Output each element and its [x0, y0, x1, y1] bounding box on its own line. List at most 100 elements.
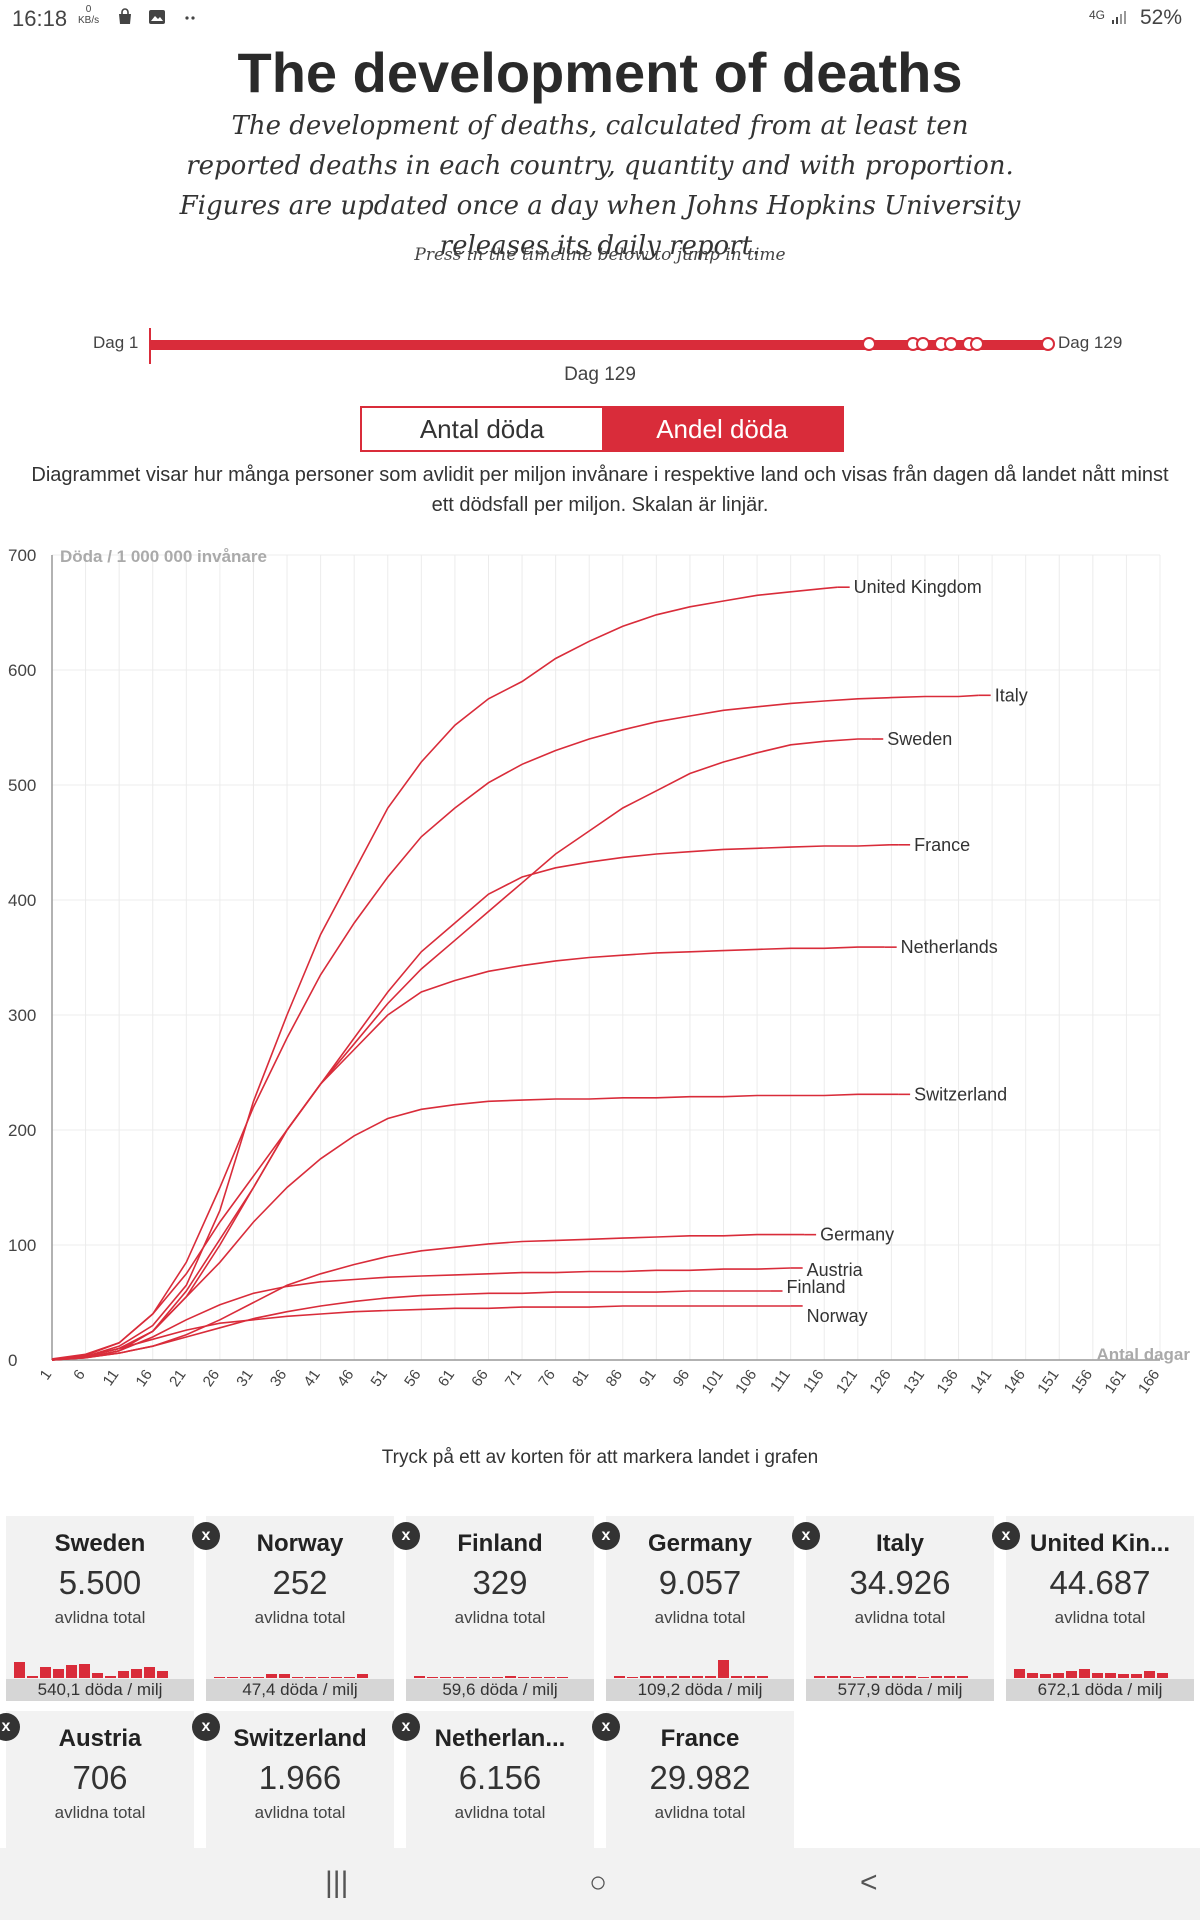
series-line[interactable] — [51, 738, 872, 1361]
card-daily-bar — [544, 1677, 555, 1678]
x-tick-label: 56 — [401, 1367, 424, 1390]
timeline-marker[interactable] — [862, 337, 876, 351]
card-per-million: 672,1 döda / milj — [1006, 1679, 1194, 1701]
card-per-million: 577,9 döda / milj — [806, 1679, 994, 1701]
card-country-name: France — [660, 1725, 740, 1752]
y-axis-label: Döda / 1 000 000 invånare — [60, 547, 267, 566]
remove-card-icon[interactable]: x — [592, 1522, 620, 1550]
x-tick-label: 101 — [699, 1367, 727, 1397]
x-tick-label: 161 — [1101, 1367, 1129, 1397]
toggle-andel-doda[interactable]: Andel döda — [602, 408, 842, 450]
timeline-end-label: Dag 129 — [1058, 333, 1123, 352]
card-country-name: Switzerland — [233, 1725, 367, 1752]
card-daily-bar — [131, 1669, 142, 1678]
card-daily-bar — [531, 1677, 542, 1678]
card-daily-bar — [757, 1676, 768, 1678]
card-daily-bar — [144, 1667, 155, 1678]
network-speed: 0 KB/s — [78, 4, 99, 26]
card-daily-bar — [718, 1660, 729, 1678]
y-tick-label: 500 — [8, 776, 36, 795]
series-line[interactable] — [51, 1290, 771, 1361]
timeline-marker[interactable] — [970, 337, 984, 351]
series-line[interactable] — [51, 1305, 791, 1361]
remove-card-icon[interactable]: x — [192, 1713, 220, 1741]
card-daily-bar — [1079, 1669, 1090, 1678]
card-daily-bar — [814, 1676, 825, 1678]
card-per-million: 109,2 döda / milj — [606, 1679, 794, 1701]
deaths-line-chart: 1 6 11 16 21 26 31 36 41 46 51 56 61 66 71 76 81 86 91 96 10… — [8, 546, 1190, 1397]
x-tick-label: 136 — [934, 1367, 962, 1397]
card-daily-bar — [105, 1676, 116, 1678]
remove-card-icon[interactable]: x — [0, 1713, 20, 1741]
country-card[interactable]: Italy 34.926 avlidna total 577,9 döda / mil… — [806, 1516, 994, 1701]
card-daily-bar — [253, 1677, 264, 1678]
country-card[interactable]: United Kin... 44.687 avlidna total 672,1 dö… — [1006, 1516, 1194, 1701]
card-daily-bar — [1157, 1672, 1168, 1678]
card-total-label: avlidna total — [54, 1803, 146, 1822]
series-label: Switzerland — [914, 1084, 1007, 1104]
x-tick-label: 151 — [1034, 1367, 1062, 1397]
x-tick-label: 6 — [70, 1367, 89, 1384]
home-icon[interactable]: ○ — [589, 1866, 608, 1899]
series-line[interactable] — [51, 586, 838, 1361]
series-line[interactable] — [51, 946, 885, 1361]
card-daily-bar — [453, 1677, 464, 1678]
card-country-name: Netherlan... — [434, 1725, 566, 1752]
timeline-marker[interactable] — [916, 337, 930, 351]
remove-card-icon[interactable]: x — [592, 1713, 620, 1741]
card-total-deaths: 252 — [272, 1564, 328, 1601]
y-tick-label: 200 — [8, 1121, 36, 1140]
card-daily-bar — [666, 1676, 677, 1678]
back-icon[interactable]: < — [860, 1866, 878, 1899]
card-daily-bar — [214, 1677, 225, 1678]
card-daily-bars — [1014, 1666, 1186, 1678]
card-country-name: Norway — [256, 1530, 344, 1557]
card-daily-bar — [53, 1669, 64, 1678]
card-total-label: avlidna total — [254, 1608, 346, 1627]
card-daily-bar — [918, 1677, 929, 1678]
card-total-deaths: 29.982 — [649, 1759, 751, 1796]
x-axis-label: Antal dagar — [1096, 1345, 1190, 1364]
series-label: Finland — [787, 1277, 846, 1297]
page-title: The development of deaths — [237, 41, 963, 104]
remove-card-icon[interactable]: x — [392, 1522, 420, 1550]
country-card[interactable]: Norway 252 avlidna total 47,4 döda / milj — [206, 1516, 394, 1701]
card-daily-bar — [653, 1676, 664, 1678]
y-tick-label: 0 — [8, 1351, 17, 1370]
remove-card-icon[interactable]: x — [792, 1522, 820, 1550]
card-daily-bar — [614, 1676, 625, 1678]
card-daily-bar — [692, 1676, 703, 1678]
card-per-million: 47,4 döda / milj — [206, 1679, 394, 1701]
card-total-deaths: 5.500 — [58, 1564, 142, 1601]
series-line[interactable] — [51, 844, 899, 1361]
card-daily-bar — [79, 1663, 90, 1678]
x-tick-label: 26 — [200, 1367, 223, 1390]
series-line[interactable] — [51, 1233, 805, 1361]
series-line[interactable] — [51, 694, 979, 1360]
recent-apps-icon[interactable]: ||| — [325, 1866, 349, 1899]
x-tick-label: 121 — [833, 1367, 861, 1397]
series-line[interactable] — [51, 1267, 791, 1361]
remove-card-icon[interactable]: x — [392, 1713, 420, 1741]
card-daily-bar — [840, 1676, 851, 1678]
remove-card-icon[interactable]: x — [992, 1522, 1020, 1550]
card-daily-bar — [305, 1677, 316, 1678]
series-line[interactable] — [51, 1093, 899, 1361]
card-daily-bars — [814, 1666, 986, 1678]
timeline-track[interactable] — [150, 340, 1048, 350]
card-daily-bar — [157, 1670, 168, 1678]
country-card[interactable]: Finland 329 avlidna total 59,6 döda / milj — [406, 1516, 594, 1701]
timeline-handle[interactable] — [1041, 337, 1055, 351]
country-card[interactable]: Sweden 5.500 avlidna total 540,1 döda / mil… — [6, 1516, 194, 1701]
series-label: France — [914, 835, 970, 855]
timeline-marker[interactable] — [944, 337, 958, 351]
country-card[interactable]: Germany 9.057 avlidna total 109,2 döda / mi… — [606, 1516, 794, 1701]
network-speed-unit: KB/s — [78, 15, 100, 26]
remove-card-icon[interactable]: x — [192, 1522, 220, 1550]
card-daily-bar — [344, 1677, 355, 1678]
series-label: Netherlands — [901, 937, 998, 957]
card-total-deaths: 329 — [472, 1564, 528, 1601]
card-total-label: avlidna total — [654, 1608, 746, 1627]
card-daily-bar — [331, 1677, 342, 1678]
toggle-antal-doda[interactable]: Antal döda — [362, 408, 602, 450]
